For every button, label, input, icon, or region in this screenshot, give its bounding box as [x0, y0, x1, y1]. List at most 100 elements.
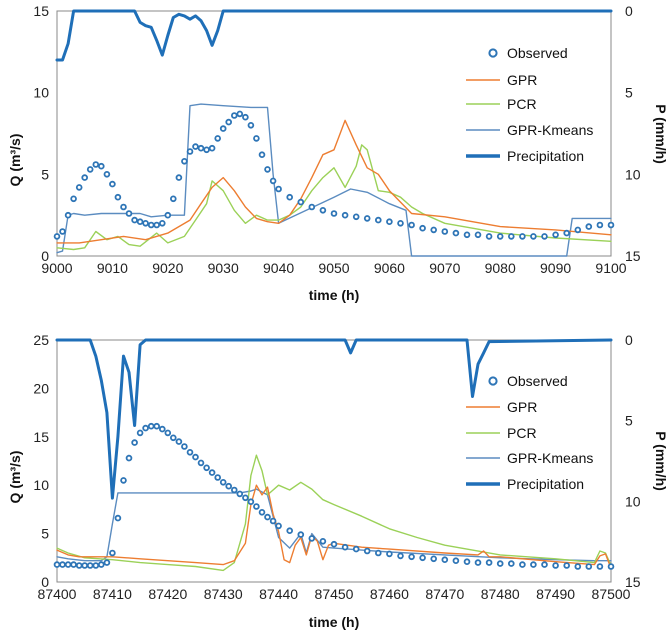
- observed-point: [541, 561, 548, 568]
- y2-axis-label-bottom: P (mm/h): [653, 431, 669, 491]
- observed-point: [125, 454, 133, 462]
- y2-tick-label: 5: [625, 413, 633, 429]
- y-tick-label: 15: [33, 3, 49, 19]
- legend-pcr-label: PCR: [507, 96, 537, 112]
- observed-point: [236, 490, 244, 498]
- x-tick-label: 87400: [38, 586, 77, 602]
- x-tick-label: 87450: [315, 586, 354, 602]
- legend-gpr-kmeans-label: GPR-Kmeans: [507, 450, 593, 466]
- observed-point: [552, 231, 559, 239]
- legend-gpr-kmeans-label: GPR-Kmeans: [507, 122, 593, 138]
- observed-point: [474, 559, 482, 566]
- observed-point: [181, 158, 188, 165]
- observed-point: [147, 422, 155, 430]
- observed-point: [269, 517, 277, 525]
- series-pcr-line: [56, 454, 612, 572]
- observed-point: [186, 448, 194, 456]
- observed-point: [397, 220, 404, 227]
- observed-point: [219, 478, 227, 486]
- y2-tick-label: 15: [625, 248, 641, 264]
- observed-point: [70, 195, 77, 203]
- observed-point: [92, 161, 100, 168]
- observed-point: [98, 561, 105, 568]
- observed-point: [136, 218, 144, 226]
- series-gpr-kmeans-line: [56, 488, 612, 562]
- y-tick-label: 20: [33, 380, 49, 396]
- observed-point: [585, 223, 593, 230]
- observed-point: [519, 233, 526, 240]
- observed-point: [408, 221, 415, 229]
- x-tick-labels-top: 9000 9010 9020 9030 9040 9050 9060 9070 9080 9090…: [41, 260, 626, 276]
- observed-point: [208, 469, 216, 476]
- observed-point: [103, 171, 111, 178]
- y2-tick-label: 0: [625, 3, 633, 19]
- x-tick-label: 9090: [540, 260, 571, 276]
- observed-point: [131, 439, 138, 446]
- observed-point: [330, 210, 338, 217]
- observed-point: [286, 527, 294, 534]
- x-tick-label: 9100: [595, 260, 626, 276]
- observed-point: [70, 561, 77, 568]
- y2-axis-label-top: P (mm/h): [653, 104, 669, 164]
- observed-point: [463, 231, 471, 239]
- legend-observed-marker: [488, 48, 498, 58]
- observed-point: [530, 233, 537, 240]
- observed-point: [225, 118, 233, 126]
- observed-point: [607, 563, 615, 570]
- observed-point: [374, 216, 382, 224]
- observed-point: [142, 424, 149, 432]
- x-tick-label: 87410: [93, 586, 132, 602]
- y-tick-label: 25: [33, 332, 49, 348]
- series-layer-top: [53, 9, 615, 257]
- x-tick-label: 87470: [425, 586, 464, 602]
- x-axis-label-top: time (h): [309, 287, 360, 303]
- x-tick-label: 87420: [148, 586, 187, 602]
- legend-gpr-label: GPR: [507, 399, 537, 415]
- observed-point: [231, 112, 238, 119]
- observed-point: [319, 207, 327, 214]
- x-tick-label: 9000: [41, 260, 72, 276]
- observed-point: [170, 434, 177, 442]
- observed-point: [507, 560, 515, 567]
- observed-point: [374, 549, 382, 557]
- observed-point: [109, 180, 116, 188]
- legend-observed-label: Observed: [507, 45, 568, 61]
- observed-point: [120, 477, 127, 484]
- observed-point: [197, 144, 205, 152]
- series-precipitation-line: [55, 9, 613, 62]
- series-precipitation-line: [55, 338, 613, 500]
- observed-point: [203, 464, 210, 472]
- observed-point: [214, 474, 222, 481]
- observed-point: [430, 555, 438, 563]
- x-tick-label: 87500: [592, 586, 631, 602]
- observed-point: [430, 226, 438, 234]
- x-tick-label: 9050: [318, 260, 349, 276]
- series-observed: [53, 422, 615, 570]
- observed-point: [59, 561, 66, 568]
- observed-point: [114, 193, 122, 201]
- observed-point: [596, 221, 604, 229]
- observed-point: [341, 211, 349, 219]
- observed-point: [452, 557, 460, 564]
- observed-point: [530, 561, 537, 568]
- observed-point: [485, 233, 493, 240]
- legend-pcr-label: PCR: [507, 425, 537, 441]
- observed-point: [131, 216, 138, 224]
- y-tick-labels-top: 0 5 10 15: [33, 3, 49, 264]
- observed-point: [164, 211, 172, 219]
- observed-point: [408, 553, 415, 561]
- y2-tick-label: 10: [625, 493, 641, 509]
- series-gpr-line: [56, 484, 612, 570]
- observed-point: [192, 453, 199, 461]
- observed-point: [275, 185, 282, 193]
- y2-tick-label: 15: [625, 574, 641, 590]
- observed-point: [175, 174, 183, 181]
- y-tick-label: 5: [41, 526, 49, 542]
- observed-point: [192, 143, 199, 150]
- observed-point: [485, 559, 493, 566]
- x-tick-label: 9010: [97, 260, 128, 276]
- observed-point: [125, 210, 133, 217]
- observed-point: [286, 193, 294, 201]
- observed-point: [214, 135, 222, 142]
